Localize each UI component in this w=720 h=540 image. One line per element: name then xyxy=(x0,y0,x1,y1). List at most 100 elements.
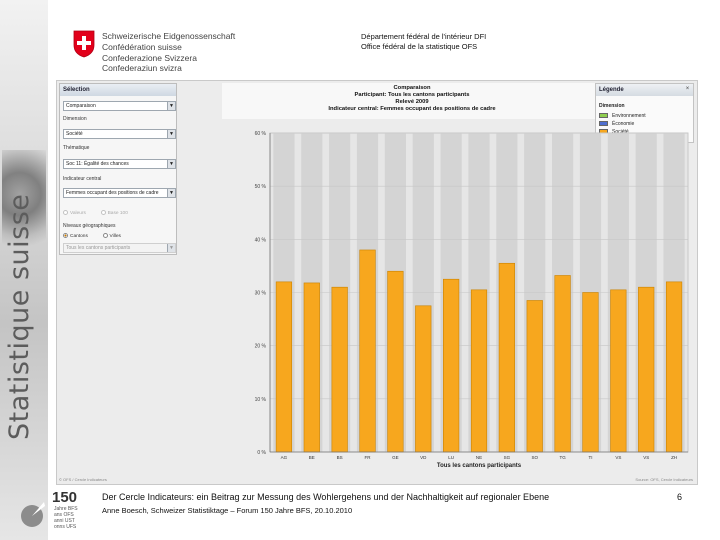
x-tick-label: NE xyxy=(476,455,482,460)
decorative-photo xyxy=(2,150,46,260)
confederation-line: Confederaziun svizra xyxy=(102,63,182,74)
close-icon[interactable]: × xyxy=(685,86,690,92)
chart-title-line: Relevé 2009 xyxy=(395,99,429,105)
bar xyxy=(665,281,683,453)
bar xyxy=(582,292,599,453)
participants-select[interactable]: Tous les cantons participants ▼ xyxy=(63,243,176,253)
swiss-shield-icon xyxy=(73,30,95,58)
chevron-down-icon[interactable]: ▼ xyxy=(167,130,175,138)
confederation-line: Schweizerische Eidgenossenschaft xyxy=(102,31,236,41)
logo-line: onns UFS xyxy=(54,524,77,530)
x-tick-label: VS xyxy=(615,455,621,460)
niveau-label: Niveaux géographiques xyxy=(63,223,116,229)
indicateur-select[interactable]: Femmes occupant des positions de cadre ▼ xyxy=(63,188,176,198)
x-tick-label: VD xyxy=(420,455,427,460)
bar xyxy=(443,278,460,453)
x-tick-label: FR xyxy=(365,455,372,460)
left-decorative-strip: Statistique suisse xyxy=(0,0,48,540)
confederation-line: Confederazione Svizzera xyxy=(102,52,197,63)
chart-title-block: Comparaison Participant: Tous les canton… xyxy=(222,83,602,119)
chart-title-line: Indicateur central: Femmes occupant des … xyxy=(328,106,496,112)
dimension-select-value: Société xyxy=(66,131,83,137)
x-tick-label: TG xyxy=(559,455,566,460)
radio-cantons-label: Cantons xyxy=(70,233,88,239)
bar xyxy=(359,249,376,453)
selection-panel: Sélection Comparaison ▼ Dimension Sociét… xyxy=(59,83,177,255)
chevron-down-icon[interactable]: ▼ xyxy=(167,189,175,197)
logo-number: 150 xyxy=(52,489,77,506)
x-tick-label: VS xyxy=(643,455,649,460)
radio-valeurs[interactable] xyxy=(63,210,68,215)
x-tick-label: AG xyxy=(281,455,288,460)
radio-villes-label: Villes xyxy=(109,233,121,239)
y-tick-label: 0 % xyxy=(257,450,266,456)
x-tick-label: SG xyxy=(504,455,511,460)
presentation-subtitle: Anne Boesch, Schweizer Statistiktage – F… xyxy=(102,506,353,515)
chevron-down-icon[interactable]: ▼ xyxy=(167,160,175,168)
y-tick-label: 50 % xyxy=(255,184,267,190)
logo-line: Jahre BFS xyxy=(54,506,78,512)
bar xyxy=(275,281,293,453)
radio-base-100-label: Base 100 xyxy=(107,210,128,216)
thematique-select-value: Soc 11: Égalité des chances xyxy=(66,161,129,167)
app-copyright: © OFS / Cercle Indicateurs xyxy=(59,477,107,482)
page-number: 6 xyxy=(677,492,683,502)
x-axis-label: Tous les cantons participants xyxy=(437,463,522,469)
bar xyxy=(331,286,348,453)
chart-title-line: Comparaison xyxy=(393,85,431,91)
legend-panel-title: Légende xyxy=(596,84,693,96)
legend-item-label: Société xyxy=(612,129,629,135)
chevron-down-icon[interactable]: ▼ xyxy=(167,244,175,252)
bar xyxy=(526,300,543,453)
confederation-line: Confédération suisse xyxy=(102,41,182,52)
thematique-select[interactable]: Soc 11: Égalité des chances ▼ xyxy=(63,159,176,169)
selection-panel-title: Sélection xyxy=(60,84,176,96)
confederation-names: Schweizerische Eidgenossenschaft Confédé… xyxy=(102,31,235,74)
comparison-select[interactable]: Comparaison ▼ xyxy=(63,101,176,111)
x-tick-label: BE xyxy=(309,455,315,460)
presentation-title: Der Cercle Indicateurs: ein Beitrag zur … xyxy=(102,492,550,502)
comparison-select-value: Comparaison xyxy=(66,103,96,109)
bar xyxy=(470,289,488,453)
x-tick-label: ZH xyxy=(671,455,677,460)
geo-level-radios: Cantons Villes xyxy=(63,233,121,239)
indicateur-select-value: Femmes occupant des positions de cadre xyxy=(66,190,159,196)
bar xyxy=(610,289,627,453)
chevron-down-icon[interactable]: ▼ xyxy=(167,102,175,110)
bar xyxy=(498,262,515,453)
legend-item-label: Économie xyxy=(612,121,635,127)
legend-swatch xyxy=(599,113,608,119)
bar xyxy=(554,275,571,453)
radio-cantons[interactable] xyxy=(63,233,68,238)
legend-item-economie: Économie xyxy=(599,121,634,127)
y-tick-label: 60 % xyxy=(255,131,267,137)
radio-villes[interactable] xyxy=(102,233,108,238)
dimension-label: Dimension xyxy=(63,116,87,122)
value-mode-radios: Valeurs Base 100 xyxy=(63,210,128,216)
statistique-suisse-vertical-text: Statistique suisse xyxy=(4,193,35,440)
legend-item-label: Environnement xyxy=(612,113,646,119)
department-names: Département fédéral de l'intérieur DFI O… xyxy=(361,32,486,52)
thematique-label: Thématique xyxy=(63,145,90,151)
radio-base-100[interactable] xyxy=(100,210,106,215)
y-tick-label: 40 % xyxy=(255,237,267,243)
y-tick-label: 20 % xyxy=(255,344,267,350)
radio-valeurs-label: Valeurs xyxy=(70,210,86,216)
legend-item-environnement: Environnement xyxy=(599,113,646,119)
department-line: Département fédéral de l'intérieur DFI xyxy=(361,32,487,41)
chart-plot-area: 0 % 10 % 20 % 30 % 40 % 50 % 60 % AG BE BS FR GE VD L… xyxy=(255,131,689,469)
legend-heading: Dimension xyxy=(599,103,625,109)
legend-swatch xyxy=(599,121,608,127)
dimension-select[interactable]: Société ▼ xyxy=(63,129,176,139)
bfs-150-logo: 150 Jahre BFS ans OFS anni UST onns UFS xyxy=(21,489,78,530)
indicateur-label: Indicateur central xyxy=(63,176,102,182)
logo-line: anni UST xyxy=(54,518,75,524)
x-tick-label: TI xyxy=(588,455,592,460)
bar xyxy=(303,282,320,453)
x-tick-label: BS xyxy=(337,455,343,460)
x-tick-label: LU xyxy=(448,455,454,460)
participants-select-value: Tous les cantons participants xyxy=(66,245,131,251)
bar-chart: 0 % 10 % 20 % 30 % 40 % 50 % 60 % AG BE BS FR GE VD L… xyxy=(255,131,689,469)
department-line: Office fédéral de la statistique OFS xyxy=(361,42,478,51)
bar xyxy=(638,286,655,453)
